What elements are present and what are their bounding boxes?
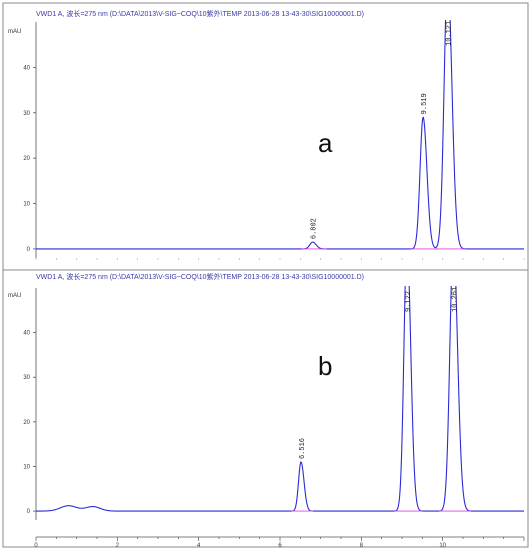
- y-tick-label: 10: [23, 202, 30, 208]
- y-tick-label: 0: [27, 247, 31, 253]
- panel-b-plot: 0 10 20 30 40 0 2 4 6 8 10 6.516 9.122 10.261: [23, 286, 525, 549]
- panel-a-ylabel: mAU: [8, 29, 21, 35]
- y-tick-label: 40: [23, 331, 30, 337]
- panel-b-header: VWD1 A, 波长=275 nm (D:\DATA\2013\V-SIG~CO…: [36, 272, 364, 281]
- chromatogram-trace: [36, 20, 524, 250]
- y-tick-label: 40: [23, 65, 30, 71]
- x-tick-label: 10: [439, 543, 446, 549]
- peak-label: 9.519: [421, 93, 429, 114]
- x-tick-label: 8: [360, 543, 364, 549]
- y-tick-label: 30: [23, 111, 30, 117]
- x-tick-label: 2: [116, 543, 120, 549]
- peak-label: 6.802: [311, 218, 319, 239]
- x-tick-label: 6: [278, 543, 282, 549]
- y-tick-label: 30: [23, 375, 30, 381]
- y-tick-label: 10: [23, 464, 30, 470]
- panel-b-frame: [2, 269, 529, 548]
- y-tick-label: 20: [23, 420, 30, 426]
- panel-a-letter: a: [318, 128, 333, 158]
- x-tick-label: 4: [197, 543, 201, 549]
- x-tick-label: 0: [34, 543, 38, 549]
- panel-a-header: VWD1 A, 波长=275 nm (D:\DATA\2013\V-SIG~CO…: [36, 9, 364, 18]
- peak-label: 10.261: [451, 287, 459, 312]
- peak-label: 10.121: [446, 21, 454, 46]
- panel-b-ylabel: mAU: [8, 293, 21, 299]
- peak-label: 9.122: [405, 291, 413, 312]
- panel-b-letter: b: [318, 351, 332, 381]
- peak-label: 6.516: [299, 438, 307, 459]
- chromatogram-trace: [36, 286, 524, 512]
- y-tick-label: 20: [23, 156, 30, 162]
- panel-a-plot: 0 10 20 30 40 6.802 9.519 10.121: [23, 20, 525, 260]
- y-tick-label: 0: [27, 509, 31, 515]
